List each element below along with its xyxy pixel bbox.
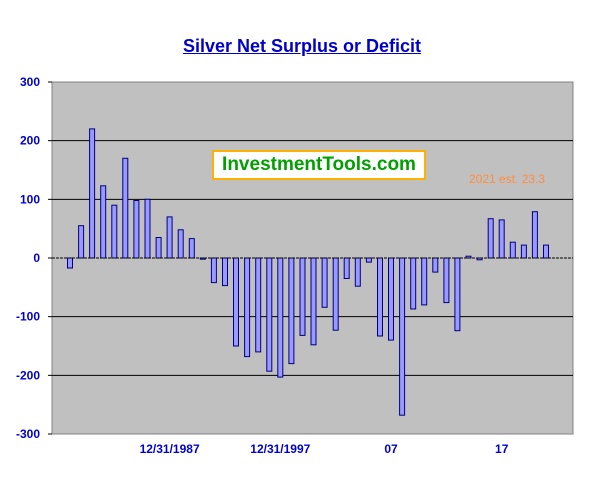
x-axis-ticks: 12/31/1987 12/31/1997 07 17: [140, 442, 509, 456]
y-tick-label: 300: [20, 75, 40, 89]
bar: [509, 241, 516, 259]
bar: [332, 257, 339, 331]
bar: [377, 257, 383, 337]
bar: [310, 257, 317, 346]
bar: [443, 257, 450, 304]
bar: [354, 257, 361, 287]
bar: [67, 257, 73, 269]
y-tick-label: 200: [20, 134, 40, 148]
bar: [432, 257, 439, 273]
bar: [321, 257, 328, 308]
bar: [111, 204, 118, 259]
y-tick-label: -200: [16, 368, 40, 382]
bar: [255, 257, 262, 353]
bar: [531, 211, 538, 259]
bar: [388, 257, 394, 341]
bar: [266, 257, 273, 372]
bar: [288, 257, 295, 365]
bar: [78, 225, 85, 259]
bar: [421, 257, 428, 306]
bar: [498, 219, 505, 259]
y-tick-label: 0: [33, 251, 40, 265]
bar: [177, 229, 184, 259]
x-tick-label: 12/31/1997: [250, 442, 310, 456]
bar: [543, 244, 549, 259]
bar: [222, 257, 228, 287]
bar: [244, 257, 251, 358]
bar: [100, 185, 107, 259]
y-tick-label: -100: [16, 310, 40, 324]
bar: [520, 244, 527, 259]
bar: [89, 128, 96, 259]
estimate-annotation: 2021 est. 23.3: [469, 172, 546, 186]
x-tick-label: 17: [495, 442, 509, 456]
bar: [166, 216, 173, 259]
bar: [454, 257, 461, 332]
bar: [122, 157, 129, 259]
bar: [399, 257, 406, 416]
bar: [155, 237, 162, 259]
x-tick-label: 12/31/1987: [140, 442, 200, 456]
x-tick-label: 07: [384, 442, 398, 456]
bar: [343, 257, 350, 279]
bar: [233, 257, 239, 347]
bar: [487, 218, 494, 259]
y-tick-label: -300: [16, 427, 40, 441]
y-tick-label: 100: [20, 192, 40, 206]
y-axis-ticks: 300 200 100 0 -100 -200 -300: [16, 75, 52, 441]
bar: [277, 257, 284, 378]
bar: [476, 257, 483, 261]
bar: [365, 257, 372, 263]
chart-title: Silver Net Surplus or Deficit: [182, 36, 422, 56]
bar: [410, 257, 417, 310]
bars-group: [67, 128, 549, 416]
bar: [210, 257, 217, 284]
bar: [188, 238, 195, 259]
bar: [144, 198, 151, 259]
bar: [299, 257, 306, 336]
watermark-banner: InvestmentTools.com: [212, 150, 426, 180]
bar: [133, 200, 140, 259]
